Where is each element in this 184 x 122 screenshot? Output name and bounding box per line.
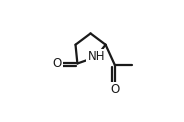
Text: NH: NH — [87, 50, 105, 63]
Text: O: O — [52, 57, 61, 70]
Text: O: O — [110, 83, 120, 96]
